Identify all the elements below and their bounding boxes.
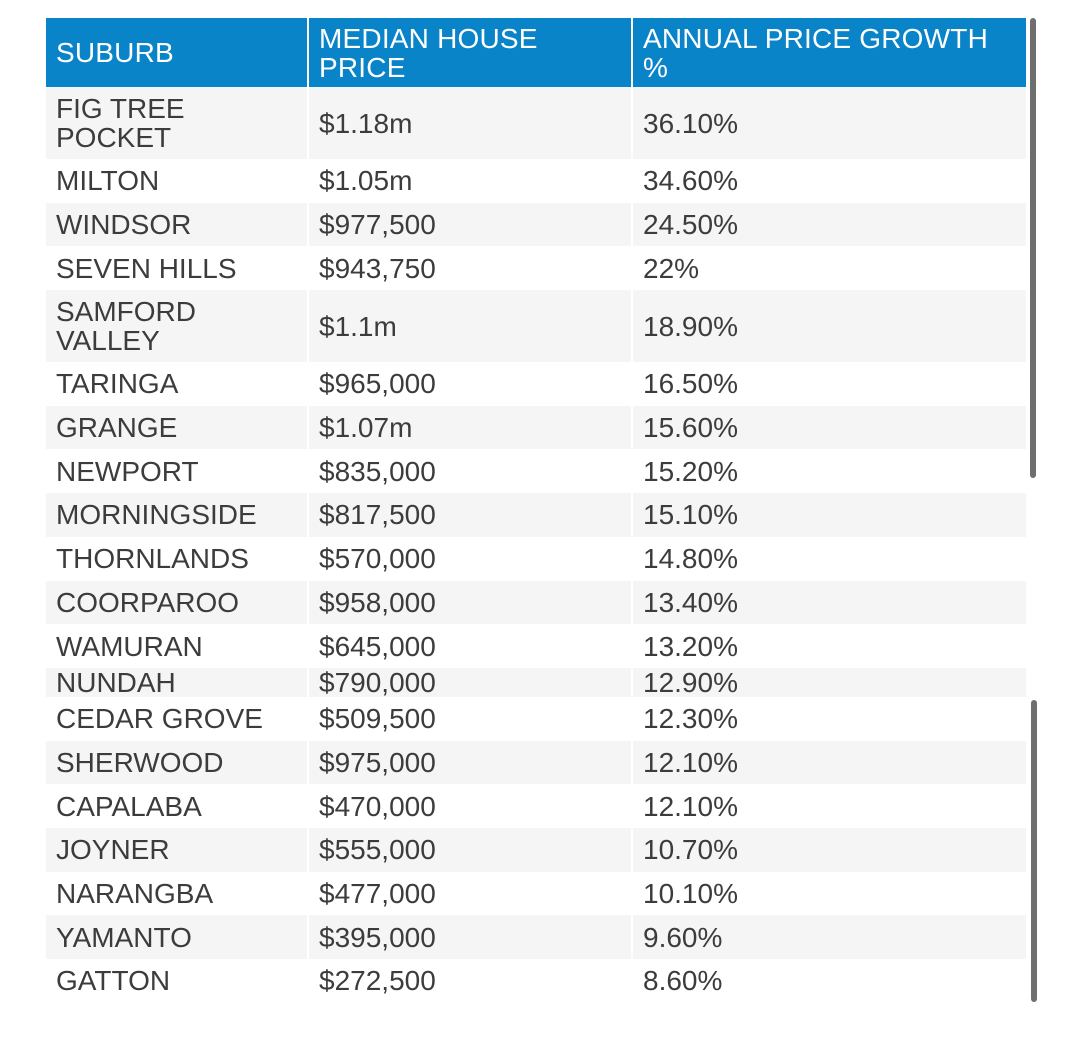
price-growth-cell: 9.60% bbox=[632, 915, 1026, 959]
table-row: NEWPORT $835,000 15.20% bbox=[46, 449, 1026, 494]
suburb-cell: NARANGBA bbox=[46, 871, 309, 916]
table-row: SHERWOOD $975,000 12.10% bbox=[46, 740, 1026, 785]
suburb-cell: THORNLANDS bbox=[46, 536, 309, 581]
table-row: JOYNER $555,000 10.70% bbox=[46, 827, 1026, 872]
suburb-cell: SAMFORD VALLEY bbox=[46, 290, 309, 363]
table-row: FIG TREE POCKET $1.18m 36.10% bbox=[46, 87, 1026, 159]
suburb-cell: CEDAR GROVE bbox=[46, 696, 309, 741]
median-price-cell: $790,000 bbox=[308, 667, 633, 697]
suburb-cell: SEVEN HILLS bbox=[46, 246, 309, 291]
median-price-cell: $977,500 bbox=[308, 202, 633, 247]
suburb-cell: JOYNER bbox=[46, 827, 309, 872]
median-price-cell: $470,000 bbox=[308, 784, 633, 828]
suburb-cell: NEWPORT bbox=[46, 449, 309, 494]
table-row: WINDSOR $977,500 24.50% bbox=[46, 202, 1026, 247]
suburb-cell: COORPAROO bbox=[46, 580, 309, 625]
table-row: COORPAROO $958,000 13.40% bbox=[46, 580, 1026, 625]
scrollbar-thumb-lower[interactable] bbox=[1031, 700, 1037, 1002]
median-price-cell: $477,000 bbox=[308, 871, 633, 916]
table-row: NUNDAH $790,000 12.90% bbox=[46, 667, 1026, 697]
table-row: GATTON $272,500 8.60% bbox=[46, 959, 1026, 1003]
price-growth-cell: 15.60% bbox=[632, 405, 1026, 450]
table-row: THORNLANDS $570,000 14.80% bbox=[46, 536, 1026, 581]
median-price-cell: $835,000 bbox=[308, 449, 633, 494]
suburb-cell: MORNINGSIDE bbox=[46, 493, 309, 537]
header-row: SUBURB MEDIAN HOUSE PRICE ANNUAL PRICE G… bbox=[46, 18, 1026, 87]
price-growth-cell: 34.60% bbox=[632, 159, 1026, 203]
table-row: MORNINGSIDE $817,500 15.10% bbox=[46, 493, 1026, 537]
median-price-cell: $395,000 bbox=[308, 915, 633, 959]
suburb-cell: GATTON bbox=[46, 959, 309, 1003]
suburb-price-table-container: SUBURB MEDIAN HOUSE PRICE ANNUAL PRICE G… bbox=[46, 18, 1026, 1003]
median-price-cell: $509,500 bbox=[308, 696, 633, 741]
price-growth-cell: 10.70% bbox=[632, 827, 1026, 872]
table-row: SAMFORD VALLEY $1.1m 18.90% bbox=[46, 290, 1026, 363]
price-growth-cell: 15.10% bbox=[632, 493, 1026, 537]
price-growth-cell: 8.60% bbox=[632, 959, 1026, 1003]
suburb-cell: SHERWOOD bbox=[46, 740, 309, 785]
price-growth-cell: 22% bbox=[632, 246, 1026, 291]
table-row: YAMANTO $395,000 9.60% bbox=[46, 915, 1026, 959]
table-row: NARANGBA $477,000 10.10% bbox=[46, 871, 1026, 916]
median-price-cell: $975,000 bbox=[308, 740, 633, 785]
median-price-cell: $645,000 bbox=[308, 624, 633, 668]
median-price-cell: $1.1m bbox=[308, 290, 633, 363]
price-growth-cell: 10.10% bbox=[632, 871, 1026, 916]
suburb-cell: YAMANTO bbox=[46, 915, 309, 959]
suburb-cell: WAMURAN bbox=[46, 624, 309, 668]
median-price-cell: $965,000 bbox=[308, 362, 633, 406]
price-growth-cell: 12.30% bbox=[632, 696, 1026, 741]
median-price-cell: $1.18m bbox=[308, 87, 633, 159]
suburb-cell: CAPALABA bbox=[46, 784, 309, 828]
price-growth-cell: 24.50% bbox=[632, 202, 1026, 247]
suburb-cell: GRANGE bbox=[46, 405, 309, 450]
median-price-cell: $943,750 bbox=[308, 246, 633, 291]
table-body: FIG TREE POCKET $1.18m 36.10% MILTON $1.05m 3… bbox=[46, 87, 1026, 1003]
suburb-price-table: SUBURB MEDIAN HOUSE PRICE ANNUAL PRICE G… bbox=[46, 18, 1026, 1003]
table-row: WAMURAN $645,000 13.20% bbox=[46, 624, 1026, 668]
suburb-cell: WINDSOR bbox=[46, 202, 309, 247]
price-growth-cell: 16.50% bbox=[632, 362, 1026, 406]
table-header: SUBURB MEDIAN HOUSE PRICE ANNUAL PRICE G… bbox=[46, 18, 1026, 87]
header-annual-price-growth: ANNUAL PRICE GROWTH % bbox=[632, 18, 1026, 87]
table-row: GRANGE $1.07m 15.60% bbox=[46, 405, 1026, 450]
price-growth-cell: 12.90% bbox=[632, 667, 1026, 697]
price-growth-cell: 14.80% bbox=[632, 536, 1026, 581]
table-row: CAPALABA $470,000 12.10% bbox=[46, 784, 1026, 828]
suburb-cell: MILTON bbox=[46, 159, 309, 203]
median-price-cell: $555,000 bbox=[308, 827, 633, 872]
median-price-cell: $570,000 bbox=[308, 536, 633, 581]
suburb-cell: TARINGA bbox=[46, 362, 309, 406]
price-growth-cell: 12.10% bbox=[632, 784, 1026, 828]
table-row: SEVEN HILLS $943,750 22% bbox=[46, 246, 1026, 291]
suburb-cell: NUNDAH bbox=[46, 667, 309, 697]
median-price-cell: $817,500 bbox=[308, 493, 633, 537]
table-row: CEDAR GROVE $509,500 12.30% bbox=[46, 696, 1026, 741]
scrollbar-thumb-upper[interactable] bbox=[1030, 18, 1036, 478]
median-price-cell: $1.07m bbox=[308, 405, 633, 450]
price-growth-cell: 36.10% bbox=[632, 87, 1026, 159]
median-price-cell: $958,000 bbox=[308, 580, 633, 625]
table-row: TARINGA $965,000 16.50% bbox=[46, 362, 1026, 406]
price-growth-cell: 13.40% bbox=[632, 580, 1026, 625]
suburb-cell: FIG TREE POCKET bbox=[46, 87, 309, 159]
median-price-cell: $272,500 bbox=[308, 959, 633, 1003]
header-median-house-price: MEDIAN HOUSE PRICE bbox=[308, 18, 633, 87]
table-row: MILTON $1.05m 34.60% bbox=[46, 159, 1026, 203]
price-growth-cell: 15.20% bbox=[632, 449, 1026, 494]
median-price-cell: $1.05m bbox=[308, 159, 633, 203]
price-growth-cell: 18.90% bbox=[632, 290, 1026, 363]
price-growth-cell: 13.20% bbox=[632, 624, 1026, 668]
header-suburb: SUBURB bbox=[46, 18, 309, 87]
price-growth-cell: 12.10% bbox=[632, 740, 1026, 785]
